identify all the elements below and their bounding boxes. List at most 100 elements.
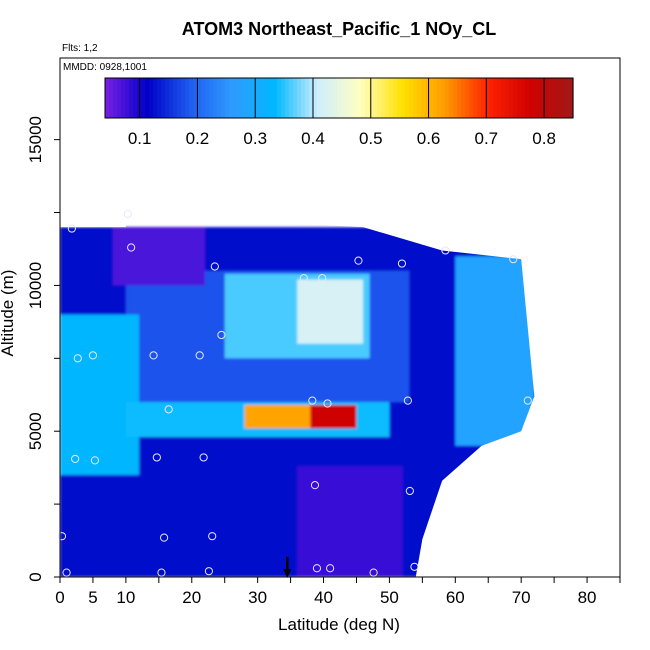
- field-region: [297, 279, 364, 344]
- colorbar-swatch: [181, 78, 186, 118]
- colorbar-swatch: [409, 78, 414, 118]
- x-tick-label: 60: [446, 588, 465, 607]
- colorbar-swatch: [109, 78, 114, 118]
- colorbar-swatch: [313, 78, 318, 118]
- colorbar-swatch: [481, 78, 486, 118]
- field-region: [310, 404, 357, 429]
- sample-points-layer: [57, 209, 532, 577]
- sample-point: [149, 351, 158, 360]
- colorbar-swatch: [509, 78, 514, 118]
- colorbar-swatch: [393, 78, 398, 118]
- colorbar-swatch: [145, 78, 150, 118]
- colorbar-swatch: [293, 78, 298, 118]
- colorbar-swatch: [529, 78, 534, 118]
- colorbar-swatch: [309, 78, 314, 118]
- colorbar-swatch: [489, 78, 494, 118]
- colorbar-tick-label: 0.3: [243, 129, 267, 148]
- sample-point: [308, 396, 317, 405]
- sample-point: [318, 274, 327, 283]
- colorbar-swatch: [105, 78, 110, 118]
- colorbar-swatch: [301, 78, 306, 118]
- colorbar-swatch: [353, 78, 358, 118]
- sample-point: [57, 532, 67, 541]
- colorbar-swatch: [545, 78, 550, 118]
- colorbar-swatch: [297, 78, 302, 118]
- sample-point: [157, 568, 166, 577]
- colorbar-swatch: [177, 78, 182, 118]
- colorbar-swatch: [329, 78, 334, 118]
- colorbar-tick-label: 0.6: [417, 129, 441, 148]
- sample-point: [204, 567, 213, 576]
- colorbar-swatch: [157, 78, 162, 118]
- field-layer: [60, 58, 620, 577]
- field-region: [60, 314, 140, 475]
- colorbar-swatch: [189, 78, 194, 118]
- sample-point: [152, 453, 161, 462]
- x-axis-label: Latitude (deg N): [278, 615, 400, 634]
- sample-point: [88, 351, 98, 360]
- colorbar-swatch: [261, 78, 266, 118]
- colorbar-swatch: [441, 78, 446, 118]
- colorbar-swatch: [473, 78, 478, 118]
- colorbar-swatch: [241, 78, 246, 118]
- colorbar-swatch: [285, 78, 290, 118]
- colorbar-swatch: [449, 78, 454, 118]
- chart-title: ATOM3 Northeast_Pacific_1 NOy_CL: [182, 19, 496, 39]
- colorbar-swatch: [533, 78, 538, 118]
- colorbar-swatch: [569, 78, 574, 118]
- colorbar-frame: [104, 77, 574, 119]
- sample-point: [326, 564, 335, 573]
- y-tick-label: 15000: [26, 116, 45, 163]
- colorbar: 0.1 0.2 0.3 0.4 0.5 0.6 0.7 0.8: [104, 77, 574, 148]
- colorbar-swatch: [237, 78, 242, 118]
- sample-point: [123, 209, 132, 219]
- colorbar-swatch: [165, 78, 170, 118]
- latitude-marker: [283, 557, 292, 578]
- sample-point: [195, 351, 204, 360]
- colorbar-swatch: [141, 78, 146, 118]
- y-tick-label: 10000: [26, 262, 45, 309]
- colorbar-swatch: [389, 78, 394, 118]
- sample-point: [354, 256, 363, 265]
- x-tick-label: 10: [116, 588, 135, 607]
- x-tick-label: 5: [88, 588, 97, 607]
- sample-point: [369, 568, 378, 577]
- sample-point: [127, 243, 136, 252]
- colorbar-swatch: [149, 78, 154, 118]
- colorbar-swatch: [305, 78, 310, 118]
- sample-point: [509, 255, 518, 264]
- colorbar-swatch: [273, 78, 278, 118]
- colorbar-swatch: [425, 78, 430, 118]
- sample-point: [73, 354, 82, 363]
- sample-point: [410, 562, 419, 571]
- x-tick-label: 70: [512, 588, 531, 607]
- sample-point: [159, 533, 169, 542]
- plot-frame: [59, 57, 621, 578]
- colorbar-swatch: [433, 78, 438, 118]
- colorbar-swatch: [413, 78, 418, 118]
- x-axis: 0 5 10 20 30 40 50 60 70 80: [55, 577, 621, 607]
- colorbar-swatch: [365, 78, 370, 118]
- colorbar-swatch: [153, 78, 158, 118]
- colorbar-swatch: [485, 78, 490, 118]
- colorbar-swatch: [477, 78, 482, 118]
- colorbar-swatch: [289, 78, 294, 118]
- colorbar-swatch: [557, 78, 562, 118]
- colorbar-swatch: [453, 78, 458, 118]
- sample-point: [397, 259, 407, 268]
- colorbar-swatch: [493, 78, 498, 118]
- colorbar-swatch: [445, 78, 450, 118]
- mmdd-annotation: MMDD: 0928,1001: [63, 62, 147, 73]
- colorbar-swatch: [341, 78, 346, 118]
- colorbar-swatch: [405, 78, 410, 118]
- colorbar-swatch: [469, 78, 474, 118]
- flights-annotation: Flts: 1,2: [62, 43, 98, 54]
- x-tick-label: 80: [578, 588, 597, 607]
- colorbar-swatch: [317, 78, 322, 118]
- colorbar-tick-label: 0.1: [128, 129, 152, 148]
- sample-point: [90, 456, 100, 465]
- x-tick-label: 50: [380, 588, 399, 607]
- sample-point: [403, 396, 412, 405]
- y-tick-label: 0: [26, 572, 45, 581]
- sample-point: [312, 564, 322, 573]
